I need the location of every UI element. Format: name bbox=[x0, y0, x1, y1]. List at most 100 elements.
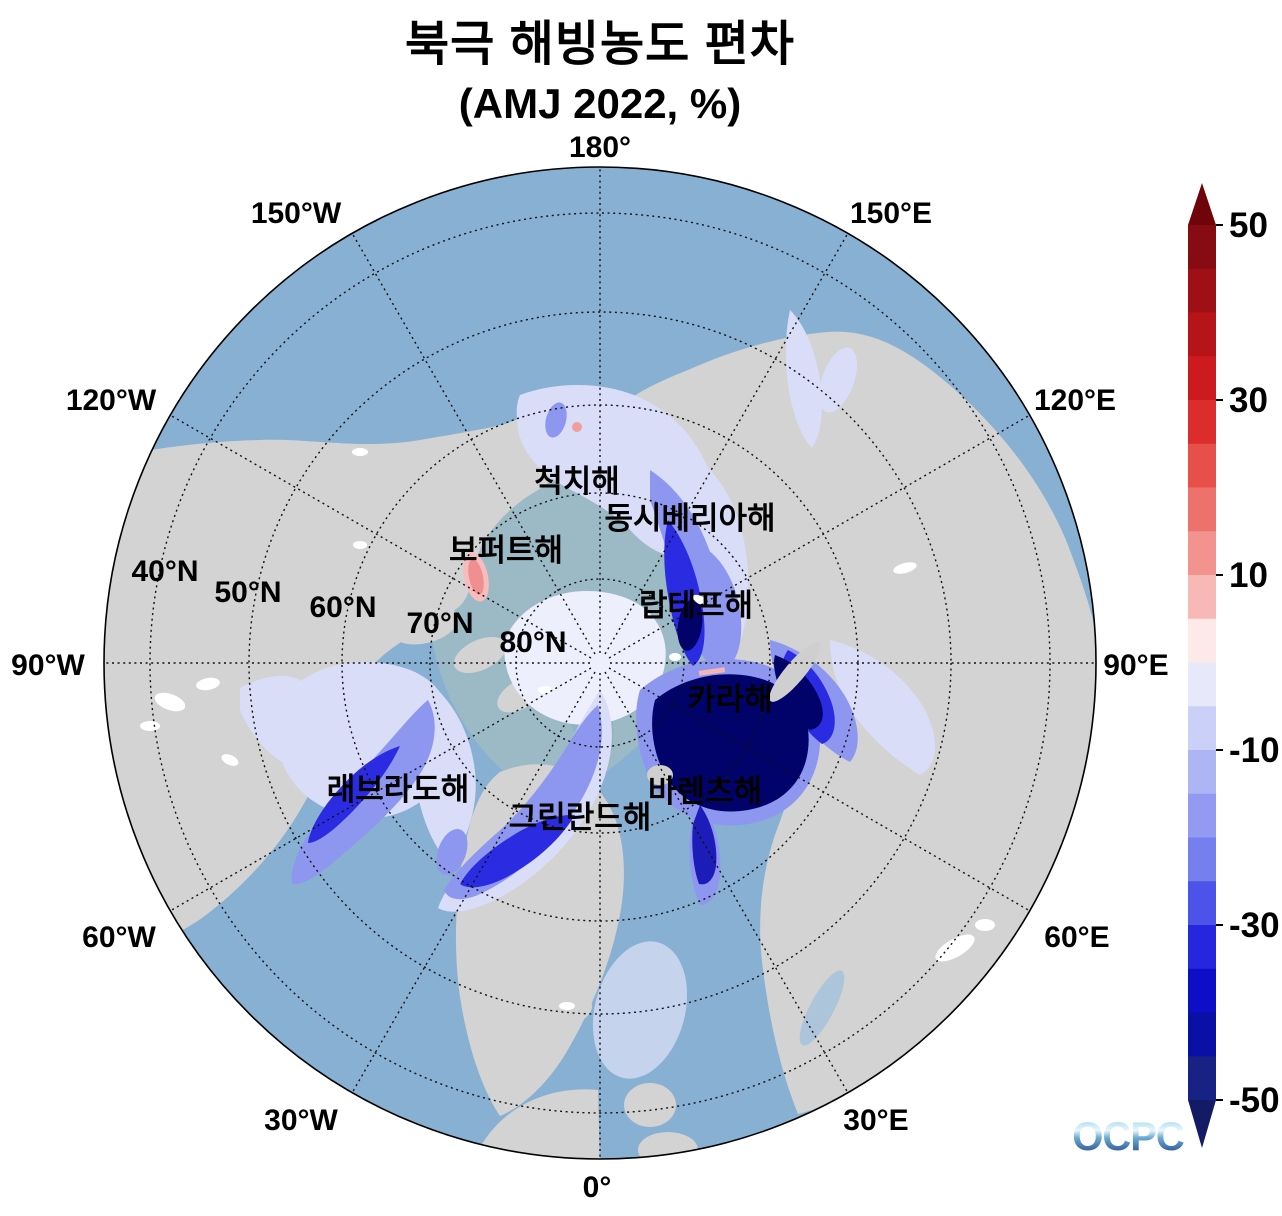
anomaly-kara-fringe bbox=[830, 640, 936, 775]
colorbar-tick-label: -50 bbox=[1229, 1081, 1280, 1120]
anomaly-streak-150e bbox=[785, 310, 822, 448]
white-patch bbox=[559, 1002, 575, 1010]
white-patch bbox=[353, 541, 367, 549]
colorbar: 50 30 10 -10 -30 -50 bbox=[1188, 183, 1280, 1148]
colorbar-segment bbox=[1188, 1012, 1216, 1057]
latitude-label: 50°N bbox=[214, 576, 281, 609]
sea-label: 척치해 bbox=[534, 464, 620, 499]
land-britain bbox=[624, 1083, 676, 1127]
land-arctic-island-1 bbox=[391, 605, 459, 645]
figure-subtitle: (AMJ 2022, %) bbox=[458, 80, 742, 127]
figure-title: 북극 해빙농도 편차 bbox=[405, 18, 795, 71]
sea-label: 래브라도해 bbox=[327, 772, 470, 807]
meridian-label: 30°W bbox=[264, 1104, 338, 1137]
white-patch bbox=[538, 686, 552, 694]
meridian-line bbox=[351, 232, 596, 655]
latitude-labels: 40°N 50°N 60°N 70°N 80°N bbox=[131, 555, 566, 659]
anomaly-norwegian-sea bbox=[592, 941, 688, 1079]
anomaly-beaufort-pink bbox=[468, 559, 484, 595]
white-patch bbox=[352, 448, 368, 456]
land-novaya-zemlya bbox=[769, 642, 821, 702]
colorbar-segment bbox=[1188, 531, 1216, 576]
ocpc-logo: OCPC bbox=[1072, 1115, 1184, 1159]
colorbar-segment bbox=[1188, 793, 1216, 839]
sea-label: 동시베리아해 bbox=[604, 501, 775, 536]
meridian-label: 0° bbox=[583, 1171, 612, 1204]
latitude-label: 40°N bbox=[131, 555, 198, 588]
meridian-line bbox=[169, 667, 592, 912]
colorbar-ticks: 50 30 10 -10 -30 -50 bbox=[1216, 206, 1280, 1120]
colorbar-segment bbox=[1188, 706, 1216, 751]
land-arctic-island-2 bbox=[453, 636, 507, 674]
map-body bbox=[104, 167, 1096, 1159]
meridian-label: 150°E bbox=[850, 197, 932, 230]
anomaly-whitesea-navy bbox=[692, 805, 717, 885]
anomaly-greenland-core bbox=[460, 814, 575, 888]
meridian-label: 90°W bbox=[11, 649, 85, 682]
meridian-line bbox=[351, 671, 596, 1094]
meridian-line bbox=[608, 414, 1031, 659]
white-patch bbox=[154, 692, 186, 712]
colorbar-segment bbox=[1188, 268, 1216, 314]
colorbar-segment bbox=[1188, 487, 1216, 532]
meridian-labels: 180° 150°W 120°W 90°W 60°W 30°W 0° 30°E 60°E 90°E… bbox=[11, 131, 1169, 1204]
latitude-label: 80°N bbox=[499, 626, 566, 659]
colorbar-segments bbox=[1188, 225, 1216, 1101]
anomaly-barents-kara-core bbox=[652, 674, 809, 812]
white-patch bbox=[669, 653, 681, 661]
meridian-line bbox=[169, 414, 592, 659]
meridian-line bbox=[604, 671, 849, 1094]
anomaly-positive bbox=[463, 422, 726, 676]
latitude-label: 70°N bbox=[406, 607, 473, 640]
white-patch bbox=[893, 562, 917, 574]
sea-label: 카라해 bbox=[687, 682, 773, 717]
colorbar-tick-label: -30 bbox=[1229, 906, 1280, 945]
white-patch bbox=[221, 754, 239, 766]
white-patches bbox=[140, 448, 995, 1010]
white-patch bbox=[975, 919, 995, 931]
anomaly-greenland-sea-med bbox=[444, 705, 602, 900]
meridian-line bbox=[608, 667, 1031, 912]
colorbar-segment bbox=[1188, 400, 1216, 445]
parallel-50n bbox=[248, 311, 952, 1015]
anomaly-west-hudson bbox=[240, 675, 300, 762]
meridian-label: 90°E bbox=[1103, 649, 1168, 682]
land-france bbox=[638, 1132, 698, 1159]
sea-label: 랍테프해 bbox=[639, 588, 753, 623]
sea-label: 보퍼트해 bbox=[449, 533, 563, 568]
meridian-label: 60°E bbox=[1044, 921, 1109, 954]
map-border bbox=[103, 166, 1097, 1160]
colorbar-segment bbox=[1188, 443, 1216, 489]
sea-label: 바렌츠해 bbox=[648, 774, 762, 809]
latitude-label: 60°N bbox=[309, 591, 376, 624]
meridian-label: 120°W bbox=[66, 384, 157, 417]
colorbar-segment bbox=[1188, 881, 1216, 926]
colorbar-segment bbox=[1188, 225, 1216, 270]
colorbar-segment bbox=[1188, 837, 1216, 882]
title-block: 북극 해빙농도 편차 (AMJ 2022, %) bbox=[0, 4, 1200, 128]
islands-over-anomaly bbox=[647, 642, 845, 1046]
colorbar-arrow-under bbox=[1188, 1100, 1216, 1148]
colorbar-segment bbox=[1188, 575, 1216, 620]
meridian-label: 180° bbox=[569, 131, 631, 164]
colorbar-segment bbox=[1188, 662, 1216, 707]
colorbar-tick-label: 30 bbox=[1229, 381, 1268, 420]
white-patch bbox=[140, 721, 160, 731]
parallel-70n bbox=[429, 492, 771, 834]
white-patch bbox=[935, 934, 975, 962]
colorbar-arrow-over bbox=[1188, 183, 1216, 225]
meridian-line bbox=[604, 232, 849, 655]
colorbar-segment bbox=[1188, 618, 1216, 664]
anomaly-laptev-navy bbox=[677, 599, 703, 651]
meridian-label: 60°W bbox=[82, 921, 156, 954]
colorbar-segment bbox=[1188, 312, 1216, 357]
colorbar-tick-label: 10 bbox=[1229, 556, 1268, 595]
sea-label: 그린란드해 bbox=[509, 800, 652, 835]
land-svalbard bbox=[647, 765, 673, 785]
colorbar-segment bbox=[1188, 356, 1216, 401]
colorbar-segment bbox=[1188, 968, 1216, 1014]
colorbar-segment bbox=[1188, 750, 1216, 795]
anomaly-bering-strait-med bbox=[545, 402, 567, 438]
